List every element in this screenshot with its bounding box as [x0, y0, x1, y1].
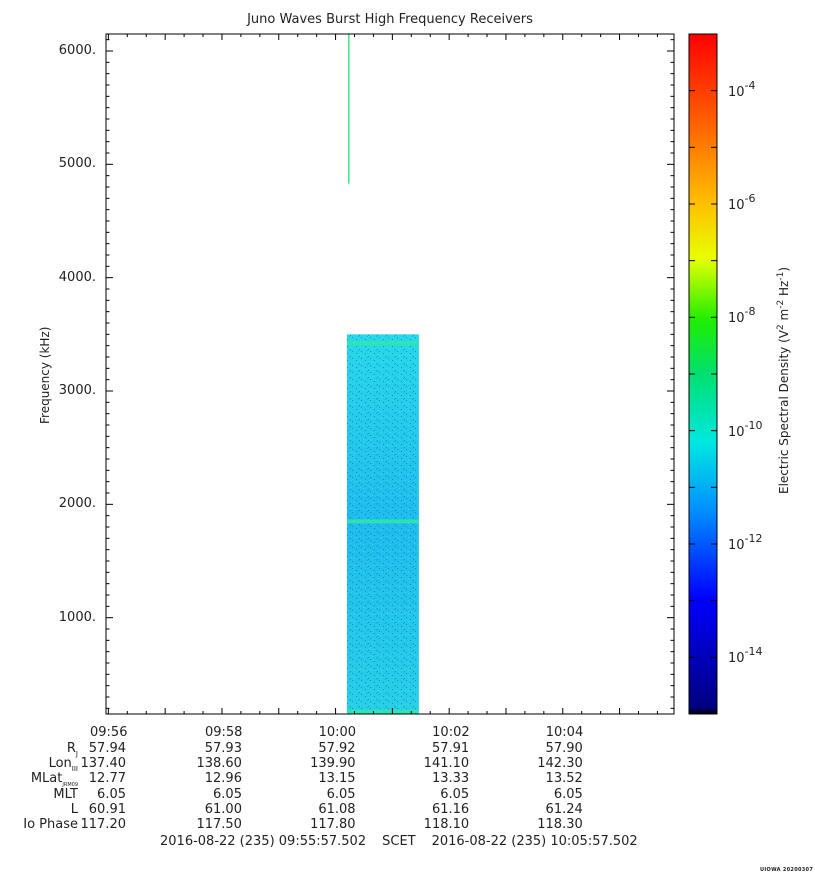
- y-tick-label: 6000.: [58, 43, 96, 58]
- ephemeris-label-text: MLat: [30, 771, 63, 787]
- ephemeris-value: 57.90: [545, 741, 583, 756]
- x-tick-label: 10:04: [545, 725, 584, 740]
- scet-end: 2016-08-22 (235) 10:05:57.502: [431, 834, 638, 849]
- colorbar-tick-base: 10: [728, 198, 745, 213]
- y-tick-label: 4000.: [58, 269, 96, 285]
- ephemeris-value: 118.30: [537, 817, 583, 832]
- data-block-texture: [346, 334, 419, 714]
- ephemeris-value: 117.50: [196, 817, 242, 832]
- colorbar-tick-label: 10-4: [728, 79, 756, 100]
- plot-area: [105, 33, 675, 715]
- ephemeris-value: 57.91: [431, 741, 470, 756]
- ephemeris-label-subscript: JRM09: [62, 782, 78, 789]
- colorbar-label-part: -1: [776, 271, 786, 281]
- colorbar-tick-label: 10-14: [728, 645, 763, 667]
- y-axis-label: Frequency (kHz): [38, 326, 52, 424]
- x-tick-label: 09:58: [204, 725, 243, 740]
- colorbar-label-part: m: [777, 308, 791, 325]
- ephemeris-label-text: MLT: [53, 786, 78, 802]
- colorbar-label-part: ): [777, 266, 791, 272]
- ephemeris-value: 12.77: [88, 771, 126, 787]
- emission-band-2: [346, 709, 419, 714]
- emission-band-0: [346, 341, 419, 346]
- ephemeris-value: 142.30: [537, 756, 583, 772]
- y-tick-label: 1000.: [58, 609, 96, 625]
- ephemeris-value: 60.91: [88, 801, 126, 817]
- ephemeris-row-label: MLatJRM09: [30, 771, 78, 789]
- colorbar-label: Electric Spectral Density (V2 m-2 Hz-1): [776, 266, 791, 494]
- plot-frame: [105, 33, 675, 715]
- ephemeris-label-text: R: [66, 741, 76, 756]
- colorbar-tick-base: 10: [728, 651, 745, 667]
- ephemeris-row-label: RJ: [66, 741, 78, 758]
- ephemeris-value: 57.94: [88, 741, 126, 756]
- ephemeris-value: 117.80: [310, 817, 356, 832]
- ephemeris-value: 139.90: [310, 756, 356, 772]
- colorbar-tick-exponent: -12: [744, 532, 763, 545]
- ephemeris-value: 57.93: [204, 741, 242, 756]
- ephemeris-value: 6.05: [97, 786, 126, 802]
- ephemeris-value: 61.24: [545, 801, 583, 817]
- colorbar-tick-exponent: -8: [744, 305, 756, 319]
- colorbar-label-part: Hz: [777, 280, 791, 300]
- ephemeris-value: 13.52: [545, 771, 583, 787]
- colorbar-tick-exponent: -6: [744, 192, 756, 205]
- colorbar-tick-exponent: -4: [744, 78, 756, 92]
- ephemeris-value: 6.05: [326, 786, 356, 802]
- ephemeris-label-text: Lon: [48, 756, 72, 772]
- x-tick-label: 09:56: [90, 725, 128, 740]
- ephemeris-label-subscript: III: [71, 765, 78, 774]
- ephemeris-value: 6.05: [440, 786, 470, 802]
- emission-band-1: [346, 519, 419, 524]
- ephemeris-value: 118.10: [423, 817, 470, 832]
- colorbar-label-part: Electric Spectral Density (V: [777, 330, 791, 494]
- colorbar-label-part: -2: [776, 299, 786, 309]
- ephemeris-value: 6.05: [213, 786, 242, 802]
- ephemeris-value: 6.05: [553, 786, 583, 802]
- ephemeris-label-subscript: J: [75, 750, 78, 758]
- ephemeris-row-label: L: [71, 802, 78, 817]
- colorbar-tick-exponent: -14: [744, 645, 763, 659]
- ephemeris-value: 138.60: [196, 756, 242, 772]
- colorbar-tick-label: 10-12: [728, 532, 763, 553]
- ephemeris-row-label: MLT: [53, 787, 78, 802]
- ephemeris-value: 61.08: [318, 801, 356, 817]
- ephemeris-value: 13.15: [318, 771, 356, 787]
- scet-range: 2016-08-22 (235) 09:55:57.502 SCET 2016-08…: [160, 834, 638, 849]
- colorbar-tick-exponent: -10: [744, 418, 763, 432]
- ephemeris-label-text: L: [70, 801, 78, 817]
- colorbar-tick-label: 10-6: [728, 192, 756, 213]
- ephemeris-value: 12.96: [204, 771, 242, 787]
- scet-label: SCET: [382, 834, 416, 849]
- colorbar-label-part: 2: [776, 324, 786, 331]
- ephemeris-value: 13.33: [431, 771, 470, 787]
- colorbar-tick-label: 10-10: [728, 419, 763, 440]
- ephemeris-row-label: LonIII: [48, 756, 78, 774]
- ephemeris-value: 57.92: [318, 741, 356, 756]
- ephemeris-value: 61.00: [204, 801, 242, 817]
- y-tick-label: 2000.: [58, 496, 96, 512]
- y-tick-label: 5000.: [58, 156, 96, 172]
- colorbar-tick-base: 10: [728, 538, 745, 553]
- chart-title: Juno Waves Burst High Frequency Receiver…: [247, 12, 533, 27]
- ephemeris-value: 141.10: [423, 756, 470, 772]
- ephemeris-value: 117.20: [80, 817, 127, 832]
- x-tick-label: 10:02: [432, 725, 470, 740]
- colorbar-tick-base: 10: [728, 424, 745, 440]
- colorbar-tick-label: 10-8: [728, 305, 756, 327]
- watermark: UIOWA 20200307: [760, 867, 814, 873]
- colorbar-tick-base: 10: [728, 311, 745, 327]
- colorbar: [688, 33, 718, 715]
- ephemeris-value: 61.16: [431, 801, 470, 817]
- y-tick-label: 3000.: [58, 383, 96, 398]
- colorbar-tick-base: 10: [728, 84, 745, 100]
- scet-start: 2016-08-22 (235) 09:55:57.502: [160, 834, 367, 849]
- ephemeris-label-text: Io Phase: [23, 817, 78, 832]
- x-tick-label: 10:00: [318, 725, 357, 740]
- ephemeris-row-label: Io Phase: [23, 817, 78, 832]
- ephemeris-value: 137.40: [80, 756, 127, 772]
